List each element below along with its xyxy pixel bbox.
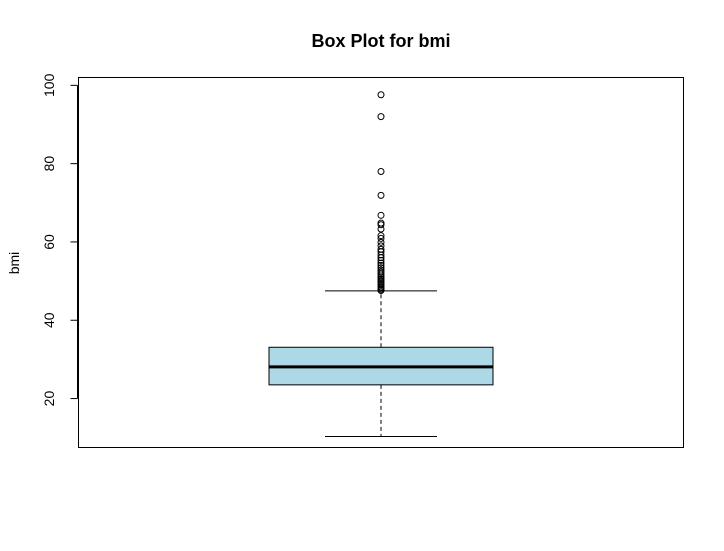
outlier-point <box>377 264 385 272</box>
outlier-point <box>377 191 385 199</box>
outlier-point <box>377 261 385 269</box>
outlier-point <box>377 268 385 276</box>
outlier-point <box>377 266 385 274</box>
outlier-point <box>377 238 385 246</box>
y-axis-label: bmi <box>6 252 22 275</box>
y-tick-label-60: 60 <box>41 234 57 250</box>
outlier-point <box>377 256 385 264</box>
outlier-point <box>377 91 385 99</box>
outlier-point <box>377 167 385 175</box>
outlier-point <box>377 113 385 121</box>
box-group <box>268 290 494 438</box>
y-tick-label-100: 100 <box>41 73 57 97</box>
outlier-point <box>377 234 385 242</box>
outlier-point <box>377 259 385 267</box>
chart-title: Box Plot for bmi <box>312 31 451 51</box>
outlier-point <box>377 245 385 253</box>
y-tick-label-80: 80 <box>41 156 57 172</box>
plot-frame <box>78 77 684 448</box>
outliers-group <box>377 91 385 294</box>
y-tick-label-20: 20 <box>41 391 57 407</box>
y-axis: 20 40 60 80 100 <box>41 73 78 406</box>
outlier-point <box>377 219 385 227</box>
outlier-point <box>377 211 385 219</box>
y-tick-label-40: 40 <box>41 312 57 328</box>
outlier-point <box>377 232 385 240</box>
outlier-point <box>377 242 385 250</box>
outlier-point <box>377 251 385 259</box>
